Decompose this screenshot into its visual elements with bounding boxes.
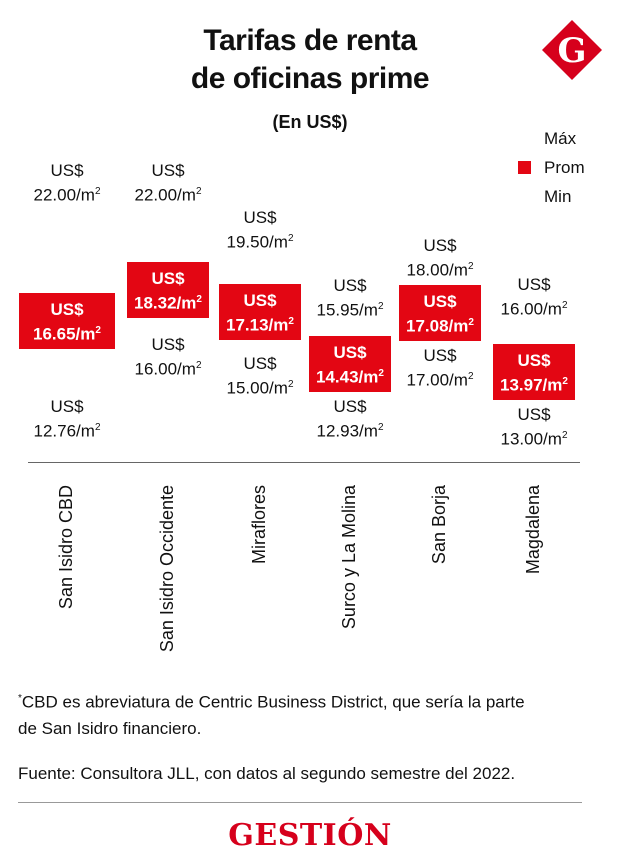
max-label-3-currency: US$: [333, 276, 367, 295]
avg-box-5-currency: US$: [517, 351, 551, 370]
x-axis-line: [28, 462, 580, 463]
legend-avg-label: Prom: [544, 158, 585, 177]
max-label-0-currency: US$: [50, 161, 84, 180]
legend-avg-swatch: [518, 161, 531, 174]
avg-box-5: US$ 13.97/m2: [493, 344, 575, 400]
x-tick-label-text-0: San Isidro CBD: [56, 485, 76, 610]
max-label-5: US$ 16.00/m2: [479, 274, 589, 320]
footnote-line-1: CBD es abreviatura de Centric Business D…: [21, 692, 525, 712]
legend-max: Máx: [544, 128, 576, 150]
max-label-4-currency: US$: [423, 236, 457, 255]
x-tick-label-3: Surco y La Molina: [330, 485, 370, 685]
max-label-2-value: 19.50/m2: [226, 232, 294, 252]
min-label-1-value: 16.00/m2: [134, 359, 202, 379]
min-label-5-value: 13.00/m2: [500, 429, 568, 449]
max-label-5-currency: US$: [517, 275, 551, 294]
legend-max-label: Máx: [544, 129, 577, 148]
avg-box-0-currency: US$: [50, 300, 84, 319]
x-tick-label-4: San Borja: [420, 485, 460, 685]
max-label-2-currency: US$: [243, 208, 277, 227]
min-label-4-value: 17.00/m2: [406, 370, 474, 390]
legend-min: Min: [544, 186, 571, 208]
max-label-4-value: 18.00/m2: [406, 260, 474, 280]
min-label-0: US$ 12.76/m2: [12, 396, 122, 442]
avg-box-4-currency: US$: [423, 292, 457, 311]
chart-subtitle: (En US$): [272, 112, 348, 132]
min-label-5-currency: US$: [517, 405, 551, 424]
min-label-3-currency: US$: [333, 397, 367, 416]
min-label-1-currency: US$: [151, 335, 185, 354]
avg-box-2: US$ 17.13/m2: [219, 284, 301, 340]
max-label-0: US$ 22.00/m2: [12, 160, 122, 206]
avg-box-2-value: 17.13/m2: [226, 315, 294, 335]
avg-box-4: US$ 17.08/m2: [399, 285, 481, 341]
avg-box-1-currency: US$: [151, 269, 185, 288]
footnote-line-2: de San Isidro financiero.: [18, 718, 202, 738]
max-label-5-value: 16.00/m2: [500, 299, 568, 319]
brand-logo-icon: G: [542, 20, 602, 80]
footer-divider: [18, 802, 582, 803]
x-tick-label-5: Magdalena: [514, 485, 554, 685]
x-tick-label-2: Miraflores: [240, 485, 280, 685]
brand-logo-letter: G: [557, 31, 586, 71]
avg-box-1-value: 18.32/m2: [134, 293, 202, 313]
avg-box-3-value: 14.43/m2: [316, 367, 384, 387]
footnote: *CBD es abreviatura de Centric Business …: [18, 686, 608, 742]
legend-min-label: Min: [544, 187, 572, 206]
max-label-3-value: 15.95/m2: [316, 300, 384, 320]
x-tick-label-1: San Isidro Occidente: [148, 485, 188, 685]
x-tick-label-text-3: Surco y La Molina: [339, 485, 359, 630]
avg-box-3: US$ 14.43/m2: [309, 336, 391, 392]
min-label-5: US$ 13.00/m2: [479, 404, 589, 450]
avg-box-3-currency: US$: [333, 343, 367, 362]
source-note: Fuente: Consultora JLL, con datos al seg…: [18, 764, 516, 783]
avg-box-2-currency: US$: [243, 291, 277, 310]
min-label-4: US$ 17.00/m2: [385, 345, 495, 391]
footer-brand-logo: GESTIÓN: [228, 818, 392, 853]
x-tick-label-text-1: San Isidro Occidente: [157, 485, 177, 653]
min-label-3-value: 12.93/m2: [316, 421, 384, 441]
x-tick-label-0: San Isidro CBD: [47, 485, 87, 685]
min-label-0-value: 12.76/m2: [33, 421, 101, 441]
x-tick-label-text-5: Magdalena: [523, 485, 543, 575]
chart-title: Tarifas de renta de oficinas prime: [110, 22, 510, 98]
min-label-4-currency: US$: [423, 346, 457, 365]
x-tick-label-text-2: Miraflores: [249, 485, 269, 565]
legend-avg: Prom: [544, 157, 585, 179]
max-label-2: US$ 19.50/m2: [205, 207, 315, 253]
min-label-2-currency: US$: [243, 354, 277, 373]
min-label-1: US$ 16.00/m2: [113, 334, 223, 380]
min-label-2: US$ 15.00/m2: [205, 353, 315, 399]
max-label-1: US$ 22.00/m2: [113, 160, 223, 206]
max-label-4: US$ 18.00/m2: [385, 235, 495, 281]
x-tick-label-text-4: San Borja: [429, 485, 449, 565]
title-line-1: Tarifas de renta: [203, 24, 417, 57]
max-label-0-value: 22.00/m2: [33, 185, 101, 205]
avg-box-1: US$ 18.32/m2: [127, 262, 209, 318]
max-label-3: US$ 15.95/m2: [295, 275, 405, 321]
max-label-1-currency: US$: [151, 161, 185, 180]
footnote-mark: *: [18, 693, 22, 704]
min-label-3: US$ 12.93/m2: [295, 396, 405, 442]
avg-box-0: US$ 16.65/m2: [19, 293, 115, 349]
max-label-1-value: 22.00/m2: [134, 185, 202, 205]
avg-box-0-value: 16.65/m2: [33, 324, 101, 344]
min-label-2-value: 15.00/m2: [226, 378, 294, 398]
title-line-2: de oficinas prime: [190, 62, 430, 95]
avg-box-4-value: 17.08/m2: [406, 316, 474, 336]
avg-box-5-value: 13.97/m2: [500, 375, 568, 395]
min-label-0-currency: US$: [50, 397, 84, 416]
